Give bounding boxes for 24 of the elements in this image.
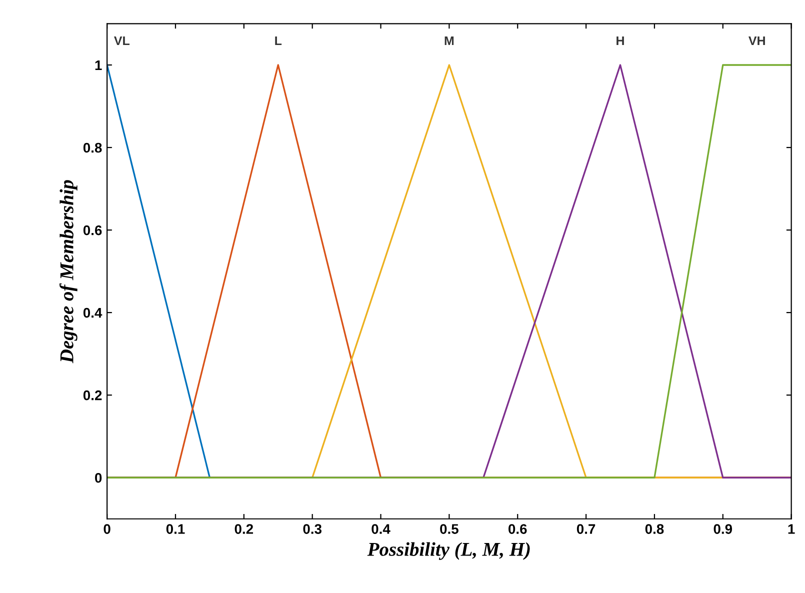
x-tick-label: 1: [788, 524, 795, 534]
x-tick-label: 0.4: [372, 524, 390, 534]
y-tick-label: 0.4: [83, 308, 102, 318]
x-tick-label: 0.9: [714, 524, 732, 534]
series-label: VL: [114, 36, 130, 46]
series-label: M: [444, 36, 454, 46]
series-label: H: [616, 36, 624, 46]
x-tick-label: 0.3: [303, 524, 322, 534]
x-tick-label: 0.6: [508, 524, 527, 534]
y-tick-label: 0: [95, 472, 102, 483]
y-axis-title: Degree of Membership: [60, 180, 78, 364]
y-tick-label: 0.6: [83, 225, 102, 236]
x-tick-label: 0.5: [440, 524, 458, 534]
y-tick-label: 1: [95, 60, 102, 70]
x-tick-label: 0: [104, 524, 110, 534]
y-tick-label: 0.8: [83, 142, 102, 153]
x-tick-label: 0.7: [576, 524, 596, 534]
series-label: VH: [748, 36, 765, 46]
x-axis-title: Possibility (L, M, H): [367, 542, 530, 560]
x-tick-label: 0.2: [234, 524, 254, 534]
x-tick-label: 0.8: [645, 524, 664, 534]
series-label: L: [275, 36, 282, 46]
y-tick-label: 0.2: [83, 390, 102, 400]
x-tick-label: 0.1: [166, 524, 185, 534]
